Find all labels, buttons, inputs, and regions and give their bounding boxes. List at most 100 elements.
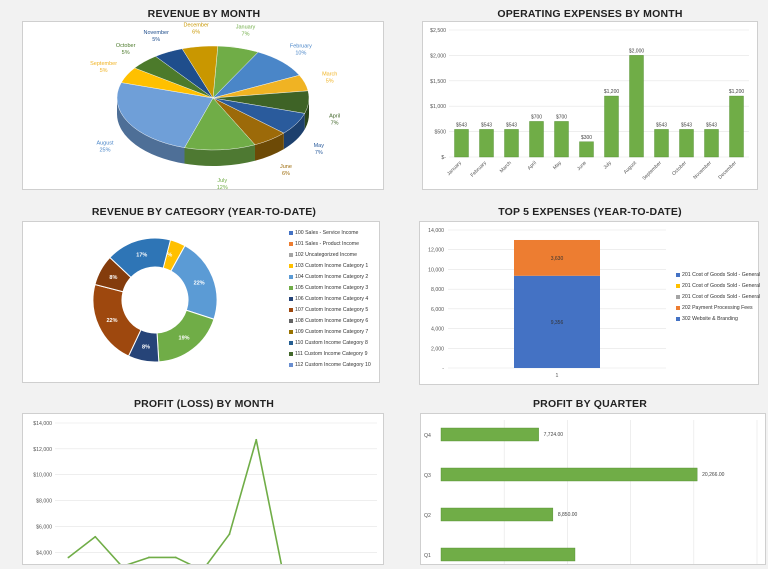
- pie-label-august: August: [96, 141, 114, 147]
- top5-title: TOP 5 EXPENSES (YEAR-TO-DATE): [498, 206, 682, 218]
- opex-data-label: $300: [581, 135, 592, 141]
- legend-label: 201 Cost of Goods Sold - General: [682, 294, 761, 300]
- profit-ytick-label: $8,000: [36, 499, 52, 505]
- donut-legend-item: 104 Custom Income Category 2: [289, 274, 368, 280]
- legend-label: 100 Sales - Service Income: [295, 230, 359, 236]
- donut-slice-label: 7%: [164, 252, 172, 258]
- revenue-by-month-panel: REVENUE BY MONTH January 7% February 10% Mar…: [18, 0, 390, 192]
- legend-swatch: [289, 329, 293, 334]
- profit-month-frame: $4,000 $6,000 $8,000 $10,000 $12,000 $14,000: [22, 413, 384, 569]
- opex-bar: [454, 129, 469, 158]
- pie-label-december: December: [183, 23, 209, 29]
- opex-bar: [479, 129, 494, 158]
- profit-ytick-label: $6,000: [36, 524, 52, 530]
- pie-label-september: September: [90, 61, 117, 67]
- legend-swatch: [289, 351, 293, 356]
- opex-bar: [654, 129, 669, 158]
- profit-quarter-frame: Q4 7,724.00 Q3 20,266.00 Q2 8,850.00 Q1: [420, 413, 766, 569]
- profit-point: [148, 556, 150, 559]
- revenue-category-frame: 5%7%22%19%8%22%8%17% 100 Sales - Service…: [22, 221, 380, 383]
- opex-data-label: $700: [556, 114, 567, 120]
- pie-slice-august: [116, 82, 214, 148]
- opex-category-label: October: [671, 160, 688, 177]
- profit-month-title: PROFIT (LOSS) BY MONTH: [133, 398, 275, 410]
- opex-ytick-label: $2,000: [430, 53, 446, 59]
- pie-pct-may: 7%: [315, 150, 323, 156]
- pie-label-october: October: [116, 43, 136, 49]
- pie-label-may: May: [314, 143, 325, 149]
- top5-legend-item: 201 Cost of Goods Sold - General: [676, 294, 760, 300]
- top5-ytick-label: -: [442, 366, 444, 372]
- opex-category-label: December: [717, 160, 738, 181]
- opex-data-label: $543: [706, 122, 717, 128]
- donut-slice-label: 8%: [142, 345, 150, 351]
- pie-pct-december: 6%: [192, 30, 200, 36]
- revenue-by-month-frame: January 7% February 10% March 5% April 7% May 7% J…: [22, 21, 384, 191]
- quarter-category-label: Q2: [424, 513, 431, 519]
- top5-legend-item: 202 Payment Processing Fees: [676, 305, 753, 311]
- opex-bar: [729, 95, 744, 158]
- donut-legend-item: 108 Custom Income Category 6: [289, 318, 368, 324]
- pie-side-june: [254, 133, 284, 161]
- opex-ytick-label: $-: [441, 155, 446, 161]
- donut-legend-item: 101 Sales - Product Income: [289, 241, 359, 247]
- legend-swatch: [289, 241, 293, 246]
- top5-ytick-label: 10,000: [428, 267, 444, 273]
- opex-category-label: November: [692, 160, 713, 181]
- opex-bar: [579, 141, 594, 158]
- top5-ytick-label: 8,000: [431, 287, 444, 293]
- quarter-category-label: Q3: [424, 473, 431, 479]
- opex-data-label: $543: [656, 122, 667, 128]
- profit-point: [228, 533, 231, 536]
- opex-ytick-label: $2,500: [430, 28, 446, 34]
- profit-ytick-label: $10,000: [33, 473, 52, 479]
- top5-segment-label: 9,356: [551, 320, 564, 326]
- opex-category-label: September: [641, 160, 663, 182]
- top5-chart: - 2,000 4,000 6,000 8,000 10,000 12,000 14,000 9…: [428, 228, 666, 379]
- donut-legend-item: 106 Custom Income Category 4: [289, 296, 368, 302]
- revenue-category-title: REVENUE BY CATEGORY (YEAR-TO-DATE): [91, 206, 317, 218]
- revenue-by-month-chart: January7%February10%March5%April7%May7%J…: [90, 23, 340, 191]
- legend-swatch: [289, 274, 293, 279]
- profit-quarter-title: PROFIT BY QUARTER: [532, 398, 648, 410]
- donut-legend-item: 112 Custom Income Category 10: [289, 362, 371, 368]
- profit-ytick-label: $14,000: [33, 421, 52, 427]
- quarter-category-label: Q4: [424, 433, 431, 439]
- quarter-bar: [440, 467, 698, 482]
- top5-ytick-label: 4,000: [431, 327, 444, 333]
- legend-label: 102 Uncategorized Income: [295, 252, 357, 258]
- opex-data-label: $2,000: [629, 48, 645, 54]
- legend-label: 201 Cost of Goods Sold - General: [682, 283, 761, 289]
- legend-swatch: [289, 285, 293, 290]
- legend-swatch: [289, 318, 293, 323]
- donut-legend-item: 107 Custom Income Category 5: [289, 307, 368, 313]
- legend-label: 104 Custom Income Category 2: [295, 274, 369, 280]
- legend-label: 302 Website & Branding: [682, 316, 738, 322]
- legend-label: 101 Sales - Product Income: [295, 241, 360, 247]
- quarter-data-label: 7,724.00: [544, 432, 564, 438]
- legend-label: 111 Custom Income Category 9: [295, 351, 368, 357]
- donut-legend-item: 111 Custom Income Category 9: [289, 351, 367, 357]
- pie-label-june: June: [280, 164, 292, 170]
- profit-ytick-label: $12,000: [33, 447, 52, 453]
- opex-chart: $- $500 $1,000 $1,500 $2,000 $2,500 $543 Januar…: [430, 28, 749, 182]
- pie-label-january: January: [236, 25, 256, 31]
- pie-label-april: April: [329, 114, 340, 120]
- pie-side-may: [283, 113, 305, 150]
- opex-category-label: June: [576, 160, 588, 172]
- top5-category-label: 1: [556, 373, 559, 379]
- legend-label: 201 Cost of Goods Sold - General: [682, 272, 761, 278]
- opex-bar: [504, 129, 519, 158]
- legend-label: 103 Custom Income Category 1: [295, 263, 369, 269]
- profit-series-line: [67, 439, 284, 569]
- revenue-by-month-title: REVENUE BY MONTH: [147, 8, 261, 20]
- opex-category-label: May: [552, 160, 563, 171]
- legend-label: 112 Custom Income Category 10: [295, 362, 371, 368]
- donut-legend-item: 102 Uncategorized Income: [289, 252, 357, 258]
- legend-swatch: [676, 316, 680, 321]
- legend-swatch: [676, 294, 680, 299]
- legend-swatch: [289, 340, 293, 345]
- pie-pct-september: 5%: [100, 68, 108, 74]
- opex-category-label: August: [623, 160, 639, 176]
- legend-swatch: [289, 230, 293, 235]
